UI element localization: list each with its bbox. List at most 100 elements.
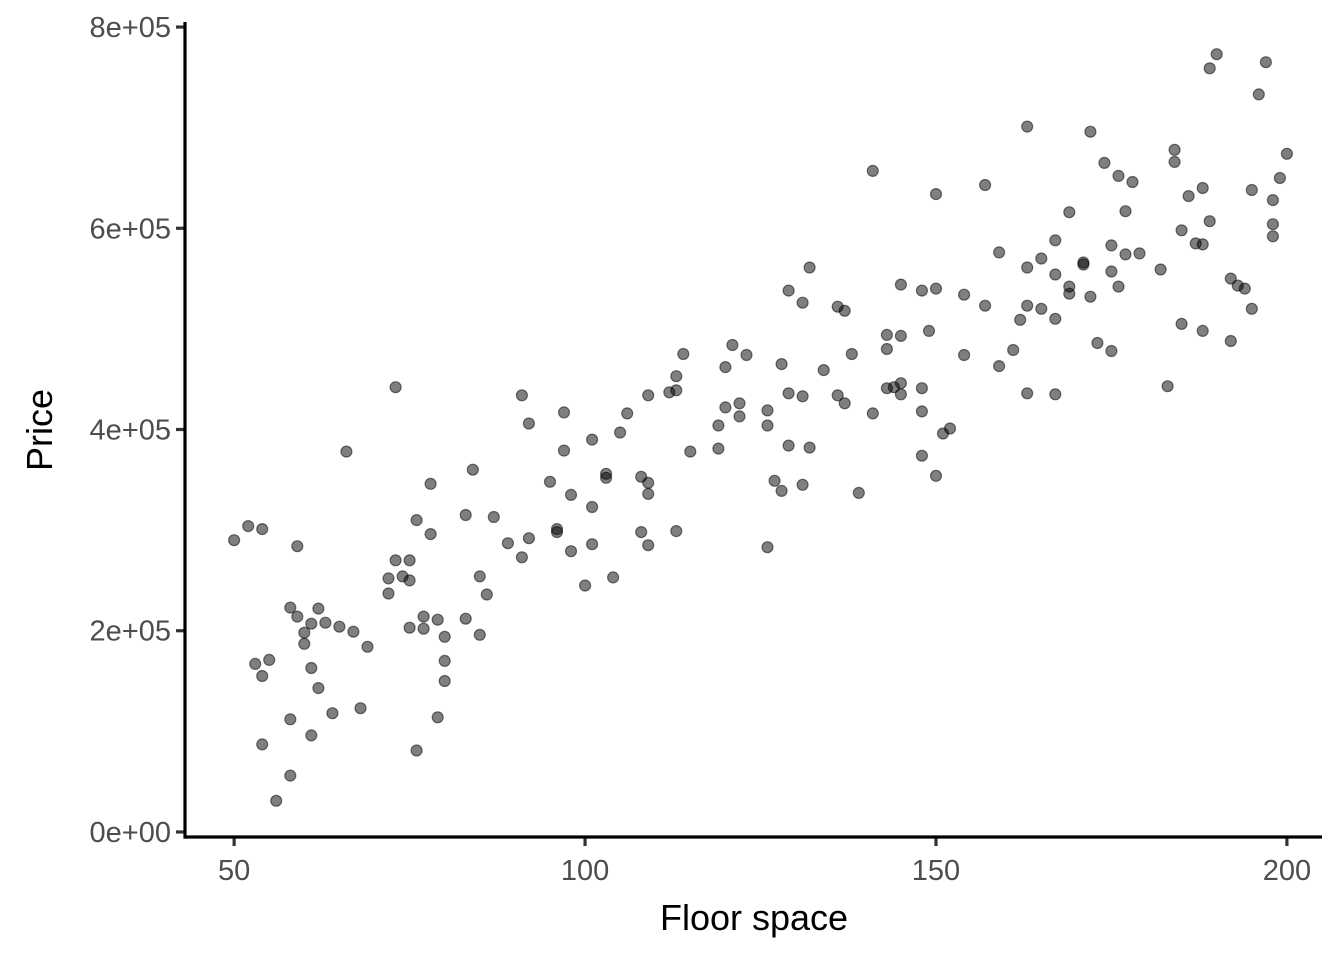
data-point bbox=[1105, 239, 1118, 252]
data-point bbox=[719, 401, 732, 414]
data-point bbox=[1196, 324, 1209, 337]
data-point bbox=[1252, 88, 1265, 101]
data-point bbox=[522, 532, 536, 545]
data-point bbox=[1154, 263, 1167, 276]
data-point bbox=[473, 628, 486, 641]
data-point bbox=[761, 419, 774, 432]
x-axis-ticks: 50 100 150 200 bbox=[218, 837, 1311, 887]
data-point bbox=[852, 486, 865, 499]
data-point bbox=[957, 348, 971, 362]
data-point bbox=[796, 296, 809, 309]
data-point bbox=[894, 388, 908, 401]
data-point bbox=[410, 744, 423, 757]
data-point bbox=[340, 445, 353, 458]
y-axis-ticks: 0e+00 2e+05 4e+05 6e+05 8e+05 bbox=[90, 12, 185, 849]
data-point bbox=[880, 342, 894, 356]
data-point bbox=[585, 538, 599, 551]
data-point bbox=[1021, 299, 1034, 312]
data-point bbox=[670, 370, 683, 383]
data-point bbox=[992, 360, 1006, 373]
data-point bbox=[515, 389, 529, 402]
data-point bbox=[1196, 238, 1209, 251]
data-point bbox=[1014, 313, 1027, 326]
data-point bbox=[1175, 317, 1188, 330]
data-point bbox=[284, 713, 297, 726]
data-point bbox=[1224, 334, 1237, 348]
data-point bbox=[1063, 206, 1076, 219]
data-point bbox=[1168, 143, 1181, 156]
data-point bbox=[1238, 282, 1251, 295]
data-point bbox=[1063, 287, 1076, 300]
data-point bbox=[1133, 247, 1146, 260]
data-point bbox=[564, 488, 578, 501]
data-point bbox=[761, 404, 774, 417]
data-point bbox=[312, 681, 325, 695]
data-point bbox=[382, 587, 395, 600]
data-point bbox=[803, 441, 816, 454]
data-point bbox=[410, 513, 423, 527]
data-point bbox=[775, 358, 788, 371]
data-point bbox=[866, 407, 879, 420]
data-point bbox=[817, 364, 830, 377]
data-point bbox=[992, 246, 1006, 259]
data-point bbox=[347, 625, 360, 638]
data-point bbox=[677, 347, 690, 361]
data-point bbox=[642, 487, 655, 500]
x-tick-label: 200 bbox=[1263, 855, 1311, 887]
data-point bbox=[621, 407, 634, 420]
data-point bbox=[578, 579, 592, 592]
data-point bbox=[1273, 171, 1287, 185]
data-point bbox=[1098, 156, 1111, 169]
data-point bbox=[978, 178, 992, 192]
data-point bbox=[642, 389, 655, 402]
data-point bbox=[1280, 147, 1294, 160]
data-point bbox=[831, 389, 844, 402]
data-point bbox=[319, 616, 332, 629]
data-point bbox=[915, 449, 929, 462]
data-point bbox=[635, 525, 648, 539]
data-point bbox=[431, 711, 444, 724]
x-tick-label: 100 bbox=[561, 855, 609, 887]
data-point bbox=[1035, 252, 1048, 265]
data-point bbox=[228, 534, 241, 547]
data-point bbox=[1049, 268, 1062, 281]
data-point bbox=[515, 551, 529, 564]
data-point bbox=[263, 653, 276, 667]
data-point bbox=[845, 347, 858, 361]
data-point bbox=[719, 361, 732, 374]
data-point bbox=[894, 377, 908, 390]
data-point bbox=[1007, 343, 1020, 357]
data-point bbox=[922, 324, 936, 337]
data-point bbox=[459, 508, 472, 522]
data-point bbox=[1084, 125, 1097, 138]
data-point bbox=[417, 622, 430, 635]
data-point bbox=[1105, 344, 1118, 358]
data-point bbox=[1245, 183, 1258, 197]
data-point bbox=[838, 397, 851, 410]
data-point bbox=[1105, 265, 1118, 278]
data-point bbox=[424, 477, 437, 490]
data-point bbox=[305, 729, 318, 742]
data-point bbox=[1203, 215, 1216, 228]
data-point bbox=[557, 406, 571, 419]
data-point bbox=[417, 610, 430, 623]
data-point bbox=[957, 288, 971, 301]
data-point bbox=[782, 387, 795, 400]
data-point bbox=[1119, 205, 1132, 218]
data-point bbox=[403, 554, 416, 567]
data-point bbox=[606, 571, 620, 584]
data-point bbox=[1266, 230, 1280, 243]
data-point bbox=[256, 738, 269, 751]
data-point bbox=[1091, 336, 1104, 350]
data-point bbox=[775, 484, 788, 497]
data-point bbox=[768, 474, 781, 487]
data-point bbox=[298, 637, 311, 650]
data-point bbox=[796, 478, 809, 491]
data-point bbox=[256, 522, 269, 536]
data-point bbox=[782, 439, 795, 452]
data-point bbox=[312, 602, 325, 615]
data-point bbox=[1112, 169, 1125, 182]
data-point bbox=[270, 794, 283, 807]
x-tick-label: 150 bbox=[912, 855, 960, 887]
data-point bbox=[256, 669, 269, 683]
